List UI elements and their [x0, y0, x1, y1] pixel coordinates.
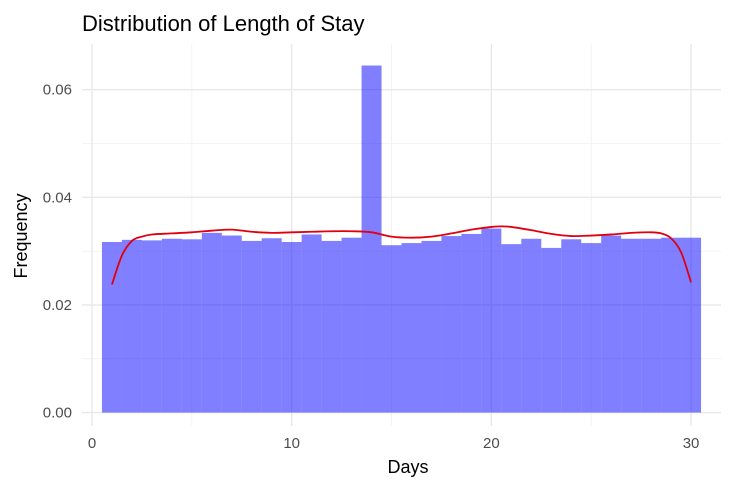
- histogram-bar: [321, 240, 342, 413]
- y-tick-label: 0.02: [43, 297, 72, 314]
- histogram-bar: [601, 235, 622, 413]
- histogram-bar: [141, 240, 162, 413]
- histogram-bar: [181, 239, 202, 413]
- x-axis-ticks: 0 10 20 30: [88, 435, 700, 452]
- density-curve-layer: [111, 225, 692, 285]
- histogram-bar: [561, 239, 582, 413]
- histogram-bar: [161, 238, 182, 413]
- histogram-bar: [281, 241, 302, 413]
- x-tick-label: 30: [683, 435, 700, 452]
- histogram-bars: [101, 65, 702, 413]
- histogram-bar: [541, 247, 562, 413]
- histogram-bar: [661, 237, 682, 413]
- histogram-bar: [461, 233, 482, 413]
- histogram-bar: [361, 65, 382, 413]
- chart-title: Distribution of Length of Stay: [82, 11, 365, 36]
- x-axis-title: Days: [387, 457, 428, 477]
- y-tick-label: 0.04: [43, 189, 72, 206]
- histogram-bar: [101, 241, 122, 413]
- x-tick-label: 0: [88, 435, 96, 452]
- histogram-bar: [621, 238, 642, 413]
- histogram-bar: [241, 240, 262, 413]
- y-axis-ticks: 0.00 0.02 0.04 0.06: [43, 82, 72, 422]
- histogram-bar: [261, 238, 282, 413]
- x-tick-label: 20: [483, 435, 500, 452]
- histogram-bar: [301, 234, 322, 413]
- density-curve: [111, 225, 692, 285]
- y-axis-title: Frequency: [11, 193, 31, 278]
- histogram-bar: [641, 238, 662, 413]
- histogram-bar: [441, 236, 462, 413]
- histogram-bar: [341, 237, 362, 413]
- y-tick-label: 0.00: [43, 405, 72, 422]
- histogram-bar: [501, 244, 522, 413]
- histogram-bar: [481, 228, 502, 413]
- y-tick-label: 0.06: [43, 82, 72, 99]
- histogram-bar: [581, 243, 602, 413]
- histogram-bar: [201, 232, 222, 413]
- histogram-bar: [221, 235, 242, 413]
- histogram-bar: [121, 239, 142, 413]
- histogram-bar: [681, 237, 702, 413]
- histogram-bar: [401, 243, 422, 413]
- histogram-bar: [521, 238, 542, 413]
- histogram-bar: [381, 245, 402, 413]
- x-tick-label: 10: [283, 435, 300, 452]
- histogram-bar: [421, 240, 442, 413]
